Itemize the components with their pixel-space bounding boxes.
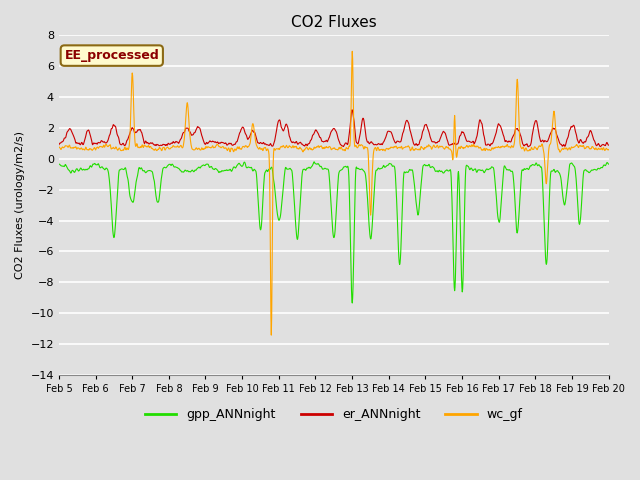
er_ANNnight [55, 142, 63, 147]
er_ANNnight [239, 124, 246, 130]
er_ANNnight [177, 136, 185, 142]
Y-axis label: CO2 Fluxes (urology/m2/s): CO2 Fluxes (urology/m2/s) [15, 131, 25, 279]
er_ANNnight [525, 144, 532, 150]
wc_gf [268, 332, 275, 338]
wc_gf [492, 144, 499, 150]
gpp_ANNnight [605, 161, 612, 167]
wc_gf [348, 48, 356, 54]
wc_gf [420, 146, 428, 152]
er_ANNnight [419, 127, 427, 133]
gpp_ANNnight [239, 163, 246, 169]
gpp_ANNnight [420, 162, 428, 168]
er_ANNnight [605, 142, 612, 148]
Line: er_ANNnight: er_ANNnight [59, 110, 609, 147]
er_ANNnight [164, 141, 172, 147]
wc_gf [55, 144, 63, 150]
Text: EE_processed: EE_processed [65, 49, 159, 62]
Legend: gpp_ANNnight, er_ANNnight, wc_gf: gpp_ANNnight, er_ANNnight, wc_gf [140, 403, 527, 426]
gpp_ANNnight [540, 216, 548, 222]
wc_gf [540, 151, 548, 156]
er_ANNnight [492, 133, 499, 139]
gpp_ANNnight [177, 168, 185, 174]
wc_gf [605, 147, 612, 153]
gpp_ANNnight [348, 300, 356, 306]
wc_gf [164, 144, 172, 150]
Line: gpp_ANNnight: gpp_ANNnight [59, 162, 609, 303]
gpp_ANNnight [55, 161, 63, 167]
wc_gf [177, 143, 185, 148]
gpp_ANNnight [492, 184, 499, 190]
wc_gf [239, 144, 246, 150]
er_ANNnight [348, 107, 356, 113]
Line: wc_gf: wc_gf [59, 51, 609, 335]
Title: CO2 Fluxes: CO2 Fluxes [291, 15, 376, 30]
er_ANNnight [540, 139, 548, 144]
gpp_ANNnight [310, 159, 318, 165]
gpp_ANNnight [164, 163, 172, 168]
